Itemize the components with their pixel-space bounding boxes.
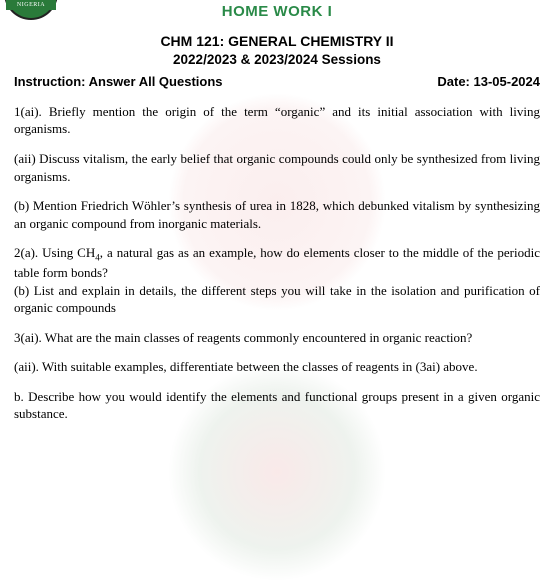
course-title: CHM 121: GENERAL CHEMISTRY II xyxy=(14,32,540,51)
question-2a-pre: 2(a). Using CH xyxy=(14,245,95,260)
instruction-label: Instruction: Answer All Questions xyxy=(14,73,223,91)
document-content: HOME WORK I CHM 121: GENERAL CHEMISTRY I… xyxy=(0,2,554,445)
instruction-row: Instruction: Answer All Questions Date: … xyxy=(14,73,540,91)
question-3b: b. Describe how you would identify the e… xyxy=(14,388,540,423)
question-1ai: 1(ai). Briefly mention the origin of the… xyxy=(14,103,540,138)
sessions-title: 2022/2023 & 2023/2024 Sessions xyxy=(14,51,540,69)
question-3aii: (aii). With suitable examples, different… xyxy=(14,358,540,376)
question-2b: (b) List and explain in details, the dif… xyxy=(14,283,540,316)
question-1aii: (aii) Discuss vitalism, the early belief… xyxy=(14,150,540,185)
question-1b: (b) Mention Friedrich Wöhler’s synthesis… xyxy=(14,197,540,232)
question-2: 2(a). Using CH4, a natural gas as an exa… xyxy=(14,244,540,317)
question-3ai: 3(ai). What are the main classes of reag… xyxy=(14,329,540,347)
homework-title: HOME WORK I xyxy=(14,2,540,22)
date-label: Date: 13-05-2024 xyxy=(437,73,540,91)
